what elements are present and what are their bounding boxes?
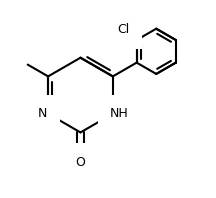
Text: O: O [76, 156, 85, 169]
Text: N: N [38, 107, 47, 120]
Text: Cl: Cl [117, 23, 129, 36]
Text: NH: NH [110, 107, 129, 120]
